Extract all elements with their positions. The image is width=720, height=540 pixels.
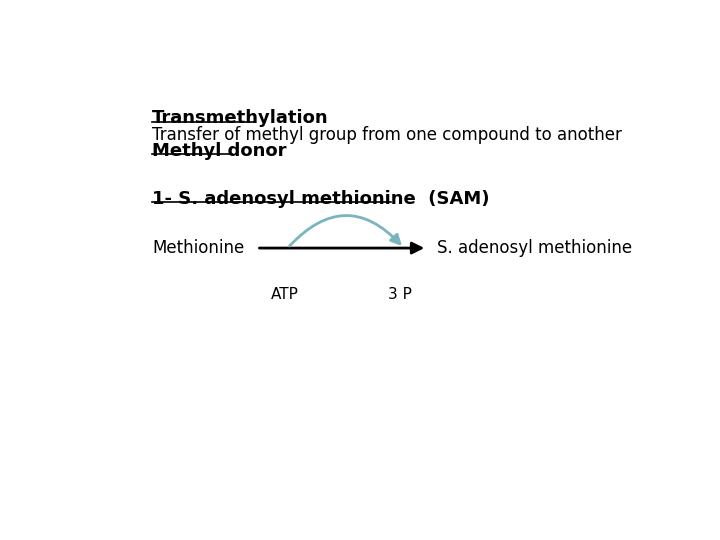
Text: Transfer of methyl group from one compound to another: Transfer of methyl group from one compou… [152, 126, 622, 144]
Text: Methionine: Methionine [152, 239, 244, 257]
FancyArrowPatch shape [289, 215, 400, 246]
Text: Methyl donor: Methyl donor [152, 142, 287, 160]
Text: S. adenosyl methionine: S. adenosyl methionine [437, 239, 632, 257]
Text: 1- S. adenosyl methionine  (SAM): 1- S. adenosyl methionine (SAM) [152, 190, 490, 207]
Text: ATP: ATP [271, 287, 300, 301]
Text: 3 P: 3 P [388, 287, 412, 301]
Text: Transmethylation: Transmethylation [152, 110, 328, 127]
